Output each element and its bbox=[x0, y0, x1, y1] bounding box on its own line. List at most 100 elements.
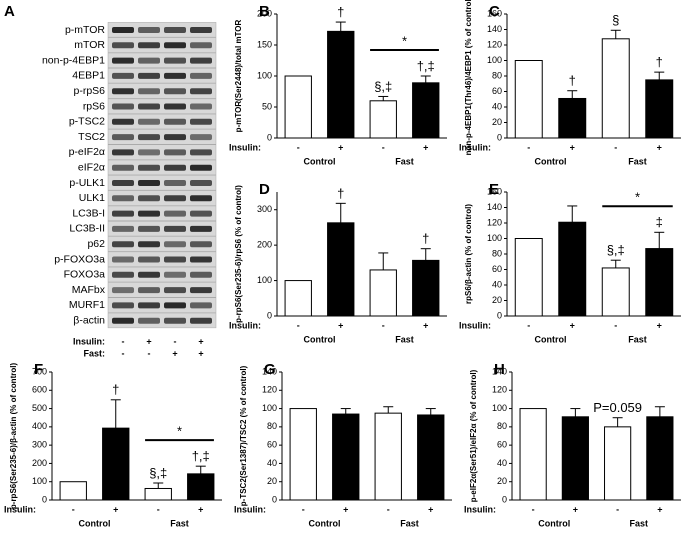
blot-band bbox=[190, 180, 212, 186]
blot-strip bbox=[107, 221, 217, 237]
bracket-label: * bbox=[177, 424, 182, 439]
x-tick-label: - bbox=[532, 504, 535, 514]
y-tick-label: 20 bbox=[492, 295, 502, 305]
fast-sign: + bbox=[172, 348, 177, 358]
blot-band bbox=[190, 302, 212, 309]
y-tick-label: 300 bbox=[257, 204, 272, 214]
blot-strip bbox=[107, 37, 217, 53]
blot-label: non-p-4EBP1 bbox=[42, 54, 105, 66]
blot-band bbox=[190, 103, 212, 110]
bar bbox=[369, 100, 397, 139]
bar-annotation: † bbox=[337, 4, 344, 19]
blot-label: TSC2 bbox=[78, 131, 105, 143]
y-tick-label: 160 bbox=[487, 8, 502, 18]
x-tick-label: + bbox=[423, 320, 428, 330]
blot-band bbox=[190, 271, 212, 278]
blot-label: eIF2α bbox=[78, 161, 105, 173]
blot-band bbox=[112, 164, 134, 171]
blot-strip bbox=[107, 251, 217, 267]
bar-annotation: ‡ bbox=[656, 215, 663, 230]
bar bbox=[102, 427, 130, 501]
x-tick-label: + bbox=[657, 504, 662, 514]
bar bbox=[59, 481, 87, 501]
blot-band bbox=[190, 134, 212, 141]
blot-strip bbox=[107, 175, 217, 191]
x-tick-label: - bbox=[302, 504, 305, 514]
blot-strip bbox=[107, 159, 217, 176]
y-tick-label: 400 bbox=[32, 421, 47, 431]
bar bbox=[412, 82, 440, 139]
y-axis-label: p-mTOR(Ser2448)/total mTOR bbox=[234, 19, 243, 132]
bar bbox=[604, 426, 632, 501]
blot-band bbox=[138, 256, 160, 263]
x-tick-label: + bbox=[570, 320, 575, 330]
y-tick-label: 40 bbox=[492, 279, 502, 289]
bar bbox=[374, 412, 402, 501]
y-tick-label: 0 bbox=[502, 494, 507, 504]
y-tick-label: 100 bbox=[32, 476, 47, 486]
blot-band bbox=[164, 195, 186, 202]
blot-label: p-mTOR bbox=[65, 24, 105, 36]
blot-label: p-FOXO3a bbox=[54, 253, 105, 265]
x-tick-label: - bbox=[297, 320, 300, 330]
blot-strip bbox=[107, 22, 217, 38]
y-axis-label: non-p-4EBP1(Thr46)/4EBP1 (% of control) bbox=[464, 0, 473, 155]
bar bbox=[601, 38, 630, 139]
blot-strip bbox=[107, 144, 217, 160]
blot-band bbox=[112, 256, 134, 263]
blot-band bbox=[112, 225, 134, 232]
blot-label: LC3B-II bbox=[69, 223, 105, 235]
blot-band bbox=[112, 195, 134, 202]
blot-band bbox=[112, 271, 134, 278]
bar bbox=[369, 269, 397, 317]
x-tick-label: + bbox=[428, 504, 433, 514]
blot-band bbox=[138, 225, 160, 232]
blot-label: ULK1 bbox=[79, 192, 105, 204]
x-row-label: Insulin: bbox=[459, 142, 491, 152]
blot-band bbox=[164, 225, 186, 232]
group-label: Control bbox=[535, 334, 567, 344]
y-tick-label: 0 bbox=[267, 310, 272, 320]
y-tick-label: 40 bbox=[492, 101, 502, 111]
blot-band bbox=[112, 42, 134, 49]
x-tick-label: - bbox=[527, 320, 530, 330]
bar-annotation: §,‡ bbox=[607, 243, 625, 258]
blot-band bbox=[164, 164, 186, 171]
blot-band bbox=[138, 195, 160, 202]
y-tick-label: 60 bbox=[267, 440, 277, 450]
x-tick-label: + bbox=[113, 504, 118, 514]
insulin-sign: + bbox=[146, 336, 151, 346]
group-label: Control bbox=[309, 518, 341, 528]
blot-band bbox=[190, 256, 212, 263]
blot-strip bbox=[107, 236, 217, 252]
blot-band bbox=[190, 149, 212, 156]
blot-band bbox=[112, 317, 134, 324]
blot-band bbox=[190, 42, 212, 49]
group-label: Fast bbox=[400, 518, 419, 528]
y-tick-label: 0 bbox=[272, 494, 277, 504]
y-tick-label: 200 bbox=[257, 240, 272, 250]
y-tick-label: 0 bbox=[497, 310, 502, 320]
blot-band bbox=[138, 27, 160, 33]
bar bbox=[558, 221, 587, 317]
blot-band bbox=[138, 241, 160, 248]
blot-band bbox=[164, 241, 186, 248]
bar bbox=[289, 408, 317, 501]
x-tick-label: - bbox=[614, 142, 617, 152]
group-label: Control bbox=[304, 156, 336, 166]
bar bbox=[645, 248, 674, 317]
bar bbox=[646, 416, 674, 501]
y-tick-label: 40 bbox=[267, 458, 277, 468]
panel-letter: D bbox=[259, 181, 270, 198]
blot-band bbox=[112, 57, 134, 64]
blot-band bbox=[164, 88, 186, 95]
blot-band bbox=[112, 210, 134, 217]
group-label: Fast bbox=[395, 156, 414, 166]
blot-label: LC3B-I bbox=[72, 207, 105, 219]
y-tick-label: 100 bbox=[257, 275, 272, 285]
panel-letter: A bbox=[4, 3, 15, 20]
bracket-label: * bbox=[635, 190, 640, 205]
blot-label: p-ULK1 bbox=[69, 177, 105, 189]
x-tick-label: - bbox=[387, 504, 390, 514]
y-tick-label: 200 bbox=[32, 458, 47, 468]
